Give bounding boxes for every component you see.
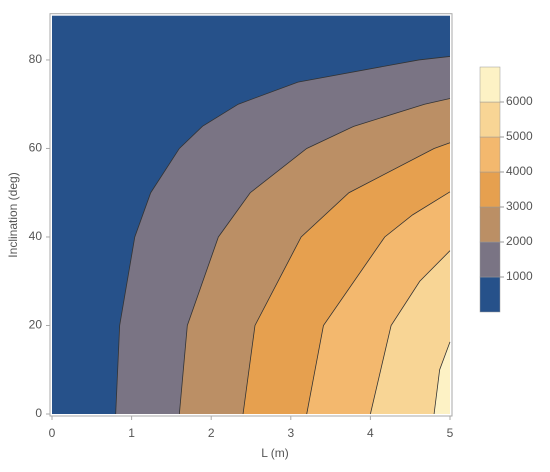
colorbar-band (479, 136, 501, 173)
y-tick-label: 80 (29, 52, 43, 66)
x-tick-label: 5 (447, 426, 454, 440)
contour-line (306, 191, 451, 415)
y-tick-label: 40 (29, 229, 43, 243)
x-tick-label: 1 (128, 426, 135, 440)
x-tick-label: 0 (49, 426, 56, 440)
colorbar-band (479, 241, 501, 278)
colorbar-band (479, 66, 501, 103)
colorbar-band (479, 206, 501, 243)
contour-line (370, 250, 451, 415)
colorbar-band (479, 101, 501, 138)
colorbar-tick-label: 4000 (506, 164, 533, 178)
plot-frame (49, 13, 453, 417)
x-tick-label: 3 (287, 426, 294, 440)
contour-line (433, 341, 451, 415)
colorbar-band (479, 171, 501, 208)
contour-line (178, 98, 451, 415)
contour-line (115, 56, 451, 415)
contour-line (242, 142, 451, 415)
y-tick-label: 20 (29, 318, 43, 332)
colorbar-tick-label: 2000 (506, 234, 533, 248)
y-axis-label: Inclination (deg) (6, 172, 20, 257)
colorbar-tick-label: 3000 (506, 199, 533, 213)
colorbar-tick-label: 1000 (506, 269, 533, 283)
colorbar-band (479, 276, 501, 313)
x-tick-label: 2 (208, 426, 215, 440)
x-tick-label: 4 (367, 426, 374, 440)
colorbar-tick-label: 5000 (506, 129, 533, 143)
x-axis-label: L (m) (261, 446, 289, 460)
y-tick-label: 0 (35, 406, 42, 420)
band-region (434, 341, 450, 414)
colorbar-tick-label: 6000 (506, 94, 533, 108)
y-tick-label: 60 (29, 141, 43, 155)
band-region (370, 250, 450, 414)
